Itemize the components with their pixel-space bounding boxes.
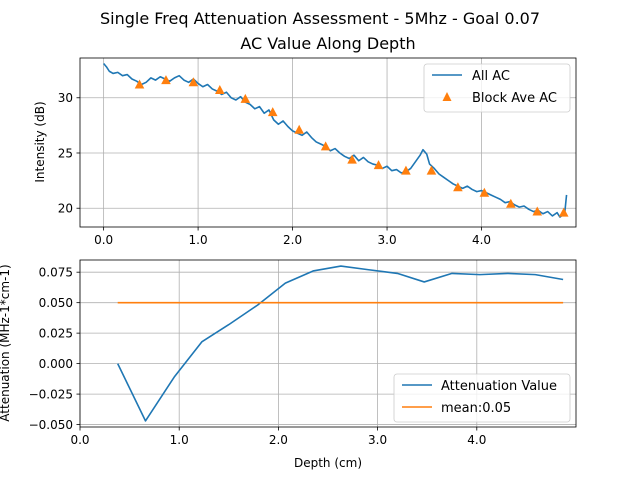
main-title: Single Freq Attenuation Assessment - 5Mh… <box>100 9 540 28</box>
block-ave-marker <box>453 182 463 192</box>
block-ave-marker <box>506 198 516 208</box>
block-ave-marker <box>294 124 304 134</box>
block-ave-marker <box>215 85 225 95</box>
intensity-ticks: 0.0 1.0 2.0 3.0 4.0 20 25 30 <box>58 91 491 247</box>
intensity-xtick-label: 0.0 <box>94 233 113 247</box>
attenuation-ylabel: Attenuation (MHz-1*cm-1) <box>0 264 12 421</box>
block-ave-marker <box>401 165 411 175</box>
block-ave-marker <box>240 93 251 103</box>
attenuation-xtick-label: 4.0 <box>467 433 486 447</box>
block-ave-marker <box>267 107 278 117</box>
attenuation-ytick-label: 0.000 <box>39 357 73 371</box>
block-ave-marker <box>320 141 331 151</box>
attenuation-ytick-label: −0.050 <box>29 418 73 432</box>
intensity-plot: 0.0 1.0 2.0 3.0 4.0 20 25 30 Intensity (dB) All… <box>33 57 577 247</box>
block-ave-marker <box>188 77 199 87</box>
attenuation-data <box>116 265 564 422</box>
block-ave-marker <box>134 79 145 89</box>
intensity-xtick-label: 4.0 <box>472 233 491 247</box>
block-ave-marker <box>532 206 543 216</box>
attenuation-ytick-label: 0.025 <box>39 326 73 340</box>
block-ave-marker <box>373 160 384 170</box>
intensity-plot-frame <box>79 57 577 228</box>
attenuation-legend-box <box>393 373 571 423</box>
intensity-xtick-label: 1.0 <box>189 233 208 247</box>
intensity-ytick-label: 20 <box>58 202 73 216</box>
series-line-attenuation-value <box>116 265 564 422</box>
intensity-ylabel: Intensity (dB) <box>33 101 47 182</box>
intensity-legend-box <box>423 63 571 113</box>
attenuation-ticks: 0.0 1.0 2.0 3.0 4.0 −0.050 −0.025 0.000 0.025 0.0… <box>29 265 487 447</box>
intensity-ytick-label: 30 <box>58 91 73 105</box>
intensity-data <box>103 63 569 218</box>
block-ave-marker <box>161 75 171 85</box>
attenuation-plot: 0.0 1.0 2.0 3.0 4.0 −0.050 −0.025 0.000 0.025 0.0… <box>0 259 577 470</box>
intensity-xtick-label: 2.0 <box>283 233 302 247</box>
attenuation-ytick-label: 0.075 <box>39 265 73 279</box>
attenuation-ytick-label: −0.025 <box>29 387 73 401</box>
legend-block-ave-swatch <box>442 92 452 101</box>
block-ave-marker <box>426 165 437 175</box>
attenuation-xtick-label: 0.0 <box>70 433 89 447</box>
block-ave-marker <box>479 187 490 197</box>
intensity-ytick-label: 25 <box>58 146 73 160</box>
attenuation-legend: Attenuation Value mean:0.05 <box>393 373 571 423</box>
series-line-all-ac <box>103 63 568 218</box>
attenuation-xlabel: Depth (cm) <box>294 456 362 470</box>
attenuation-plot-frame <box>79 259 577 428</box>
block-ave-marker <box>558 207 569 217</box>
intensity-xtick-label: 3.0 <box>378 233 397 247</box>
legend-all-ac-label: All AC <box>472 69 510 84</box>
legend-mean-label: mean:0.05 <box>441 401 511 416</box>
attenuation-xtick-label: 2.0 <box>269 433 288 447</box>
legend-attenuation-label: Attenuation Value <box>441 379 557 394</box>
block-ave-marker <box>347 154 357 164</box>
attenuation-xtick-label: 1.0 <box>170 433 189 447</box>
intensity-legend: All AC Block Ave AC <box>423 63 571 113</box>
legend-block-ave-label: Block Ave AC <box>472 91 557 106</box>
attenuation-ytick-label: 0.050 <box>39 296 73 310</box>
attenuation-xtick-label: 3.0 <box>368 433 387 447</box>
sub-title: AC Value Along Depth <box>240 34 415 53</box>
